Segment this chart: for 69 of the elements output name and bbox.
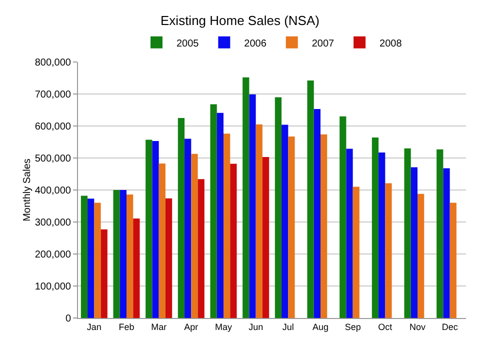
bar	[224, 134, 230, 318]
x-tick-label: Sep	[344, 322, 361, 332]
bar	[410, 167, 418, 318]
chart-title: Existing Home Sales (NSA)	[160, 12, 320, 28]
bar	[216, 112, 224, 318]
legend-label: 2007	[312, 38, 335, 50]
bar	[340, 116, 346, 318]
bar	[249, 94, 256, 318]
x-tick-label: Mar	[151, 322, 167, 332]
bar	[198, 179, 204, 318]
bar	[230, 164, 237, 318]
bar	[262, 157, 270, 318]
bar	[210, 104, 217, 318]
y-tick-label: 200,000	[34, 250, 72, 260]
bar	[88, 198, 94, 318]
y-tick-label: 100,000	[34, 282, 72, 292]
bar	[146, 140, 152, 318]
y-axis-title: Monthly Sales	[22, 158, 33, 222]
bar	[346, 148, 353, 318]
bar	[307, 80, 314, 318]
bar	[133, 218, 140, 318]
legend-label: 2008	[380, 38, 402, 50]
bar	[152, 141, 159, 318]
x-tick-label: Oct	[378, 322, 393, 332]
bar	[274, 97, 282, 318]
bar	[120, 190, 126, 318]
bar	[288, 136, 295, 318]
bar	[314, 109, 320, 318]
bar	[113, 190, 120, 318]
x-tick-label: Aug	[312, 322, 329, 332]
bar	[100, 229, 108, 318]
x-tick-label: Jan	[86, 322, 102, 332]
y-tick-label: 700,000	[34, 90, 72, 100]
x-tick-label: May	[214, 322, 232, 332]
y-tick-label: 300,000	[34, 218, 72, 228]
y-tick-label: 400,000	[34, 186, 72, 196]
y-tick-label: 800,000	[34, 58, 72, 68]
bar	[256, 124, 262, 318]
bar	[282, 124, 288, 318]
bar	[378, 152, 386, 318]
x-tick-label: Apr	[184, 322, 198, 332]
bar	[165, 198, 172, 318]
bar	[418, 194, 424, 318]
bar	[178, 118, 185, 318]
x-tick-label: Feb	[118, 322, 134, 332]
bar	[436, 149, 444, 318]
bar	[94, 202, 101, 318]
bar	[443, 168, 450, 318]
bar	[191, 154, 198, 318]
bar	[158, 163, 166, 318]
x-tick-label: Dec	[442, 322, 458, 332]
y-tick-label: 600,000	[34, 122, 72, 132]
y-tick-label: 0	[65, 314, 72, 324]
bar	[352, 186, 360, 318]
x-tick-label: Jul	[282, 322, 294, 332]
x-tick-label: Jun	[248, 322, 264, 332]
bar	[320, 134, 328, 318]
bar	[372, 138, 379, 318]
bar	[126, 194, 134, 318]
bar	[242, 77, 250, 318]
bar	[80, 196, 88, 318]
legend-label: 2006	[244, 38, 267, 50]
y-tick-label: 500,000	[34, 154, 72, 164]
bar	[450, 202, 456, 318]
bar	[404, 148, 411, 318]
bar	[184, 138, 192, 318]
bar	[385, 183, 392, 318]
x-tick-label: Nov	[409, 322, 426, 332]
legend-label: 2005	[176, 38, 200, 50]
